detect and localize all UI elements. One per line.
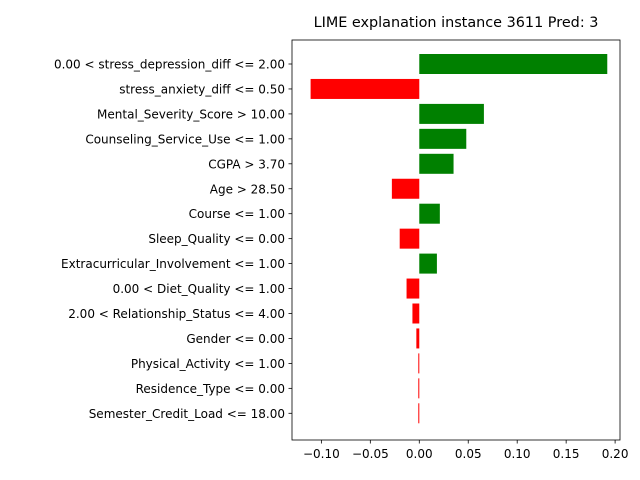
- y-tick-label: 0.00 < Diet_Quality <= 1.00: [113, 282, 285, 296]
- bar-7: [399, 228, 420, 249]
- x-tick-label: 0.20: [602, 447, 629, 461]
- y-tick-labels: 0.00 < stress_depression_diff <= 2.00 str…: [54, 58, 292, 421]
- bar-14: [418, 403, 420, 424]
- x-tick-label: −0.05: [352, 447, 389, 461]
- bar-3: [419, 128, 467, 149]
- x-tick-label: 0.15: [553, 447, 580, 461]
- y-tick-label: Course <= 1.00: [189, 207, 285, 221]
- bar-4: [419, 153, 454, 174]
- bar-0: [419, 54, 608, 74]
- y-tick-label: Residence_Type <= 0.00: [136, 382, 285, 396]
- y-tick-label: CGPA > 3.70: [208, 157, 285, 171]
- bar-10: [412, 303, 420, 324]
- bar-9: [406, 278, 420, 299]
- y-tick-label: Sleep_Quality <= 0.00: [148, 232, 285, 246]
- bar-11: [416, 328, 420, 349]
- x-tick-label: 0.00: [406, 447, 433, 461]
- x-tick-label: 0.10: [504, 447, 531, 461]
- bar-5: [391, 178, 420, 199]
- y-tick-label: Gender <= 0.00: [186, 332, 285, 346]
- x-tick-group: −0.10 −0.05 0.00 0.05 0.10 0.15 0.20: [303, 440, 628, 461]
- chart-title: LIME explanation instance 3611 Pred: 3: [314, 15, 599, 31]
- y-tick-label: Physical_Activity <= 1.00: [131, 357, 285, 371]
- y-tick-label: 0.00 < stress_depression_diff <= 2.00: [54, 58, 285, 72]
- bar-1: [310, 78, 420, 99]
- x-tick-label: 0.05: [455, 447, 482, 461]
- bar-6: [419, 203, 440, 224]
- axes-frame: [291, 39, 621, 441]
- y-tick-label: stress_anxiety_diff <= 0.50: [119, 82, 285, 96]
- y-tick-label: Counseling_Service_Use <= 1.00: [85, 132, 285, 146]
- x-tick-label: −0.10: [303, 447, 340, 461]
- y-tick-label: 2.00 < Relationship_Status <= 4.00: [68, 307, 285, 321]
- bars-group: [310, 54, 608, 424]
- y-tick-label: Age > 28.50: [210, 182, 285, 196]
- bar-13: [418, 378, 420, 399]
- bar-12: [418, 353, 420, 374]
- y-tick-label: Extracurricular_Involvement <= 1.00: [61, 257, 285, 271]
- bar-2: [419, 103, 484, 124]
- y-tick-label: Semester_Credit_Load <= 18.00: [89, 407, 285, 421]
- y-tick-label: Mental_Severity_Score > 10.00: [97, 107, 285, 121]
- bar-8: [419, 253, 437, 274]
